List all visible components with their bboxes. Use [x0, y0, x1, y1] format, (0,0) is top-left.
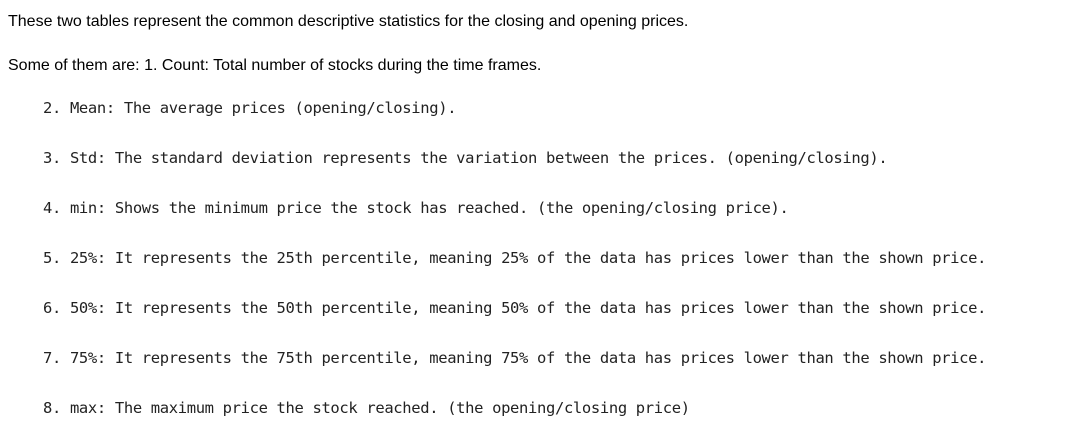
list-item-number: 3. [43, 149, 61, 167]
list-item-75-percentile: 7. 75%: It represents the 75th percentil… [43, 348, 986, 368]
list-item-text: min: Shows the minimum price the stock h… [69, 199, 789, 217]
list-item-25-percentile: 5. 25%: It represents the 25th percentil… [43, 248, 986, 268]
list-item-number: 6. [43, 299, 61, 317]
list-item-number: 4. [43, 199, 61, 217]
lead-paragraph: Some of them are: 1. Count: Total number… [8, 57, 542, 74]
list-item-max: 8. max: The maximum price the stock reac… [43, 398, 690, 418]
list-item-text: Std: The standard deviation represents t… [69, 149, 888, 167]
intro-paragraph: These two tables represent the common de… [8, 13, 689, 30]
list-item-50-percentile: 6. 50%: It represents the 50th percentil… [43, 298, 986, 318]
list-item-text: max: The maximum price the stock reached… [69, 399, 690, 417]
list-item-text: Mean: The average prices (opening/closin… [69, 99, 457, 117]
list-item-std: 3. Std: The standard deviation represent… [43, 148, 888, 168]
list-item-text: 75%: It represents the 75th percentile, … [69, 349, 987, 367]
list-item-mean: 2. Mean: The average prices (opening/clo… [43, 98, 457, 118]
list-item-text: 50%: It represents the 50th percentile, … [69, 299, 987, 317]
list-item-number: 8. [43, 399, 61, 417]
list-item-number: 5. [43, 249, 61, 267]
list-item-number: 7. [43, 349, 61, 367]
list-item-number: 2. [43, 99, 61, 117]
list-item-min: 4. min: Shows the minimum price the stoc… [43, 198, 789, 218]
list-item-text: 25%: It represents the 25th percentile, … [69, 249, 987, 267]
